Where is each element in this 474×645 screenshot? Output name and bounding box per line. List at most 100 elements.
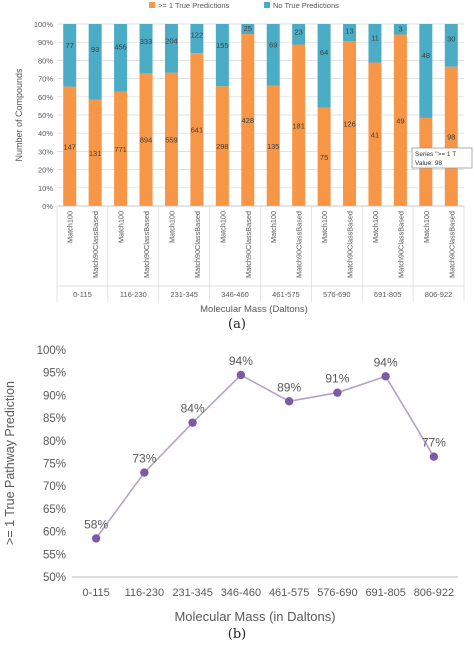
data-label-true: 131 (89, 149, 102, 158)
data-label-true: 298 (216, 142, 229, 151)
bar-segment-none (343, 24, 357, 42)
x-group-label: 346-460 (221, 290, 249, 299)
legend-label-1: No True Predictions (273, 1, 339, 10)
x-group-label: 691-805 (374, 290, 402, 299)
data-label-none: 93 (91, 45, 99, 54)
line-chart: 50% 55% 60% 65% 70% 75% 80% 85% 90% 95% 100% 0-115… (3, 345, 458, 624)
data-point (91, 534, 101, 543)
x-tick-label: 576-690 (317, 587, 357, 599)
bar-segment-none (114, 24, 128, 92)
data-label: 94% (374, 355, 398, 369)
x-group-label: 461-575 (272, 290, 300, 299)
x-tick-label: 0-115 (82, 587, 109, 599)
bar-segment-true (241, 34, 255, 206)
stacked-bar-chart: >= 1 True Predictions No True Predictions… (14, 1, 473, 315)
x-tick-label: 691-805 (365, 587, 405, 599)
y-tick-label: 50% (38, 111, 53, 120)
bar-segment-none (292, 24, 306, 45)
data-label-true: 98 (447, 132, 455, 141)
x-group-label: 116-230 (120, 290, 147, 299)
x-axis-title: Molecular Mass (Daltons) (200, 304, 308, 315)
bar-segment-none (444, 24, 458, 67)
x-group-label: 0-115 (73, 290, 92, 299)
data-label: 77% (422, 436, 446, 450)
bar-segment-true (63, 86, 77, 206)
y-tick-label: 80% (43, 436, 66, 448)
x-tick-label: 346-460 (221, 587, 261, 599)
bar-segment-none (266, 24, 280, 86)
data-label: 91% (325, 372, 349, 386)
data-label-none: 155 (216, 41, 229, 50)
data-label-none: 69 (269, 41, 277, 50)
data-label-none: 333 (140, 37, 153, 46)
y-tick-label: 70% (43, 481, 66, 493)
y-tick-label: 90% (43, 390, 66, 402)
data-label-none: 204 (165, 37, 178, 46)
y-tick-label: 80% (38, 56, 53, 65)
bar-segment-true (215, 86, 229, 206)
tooltip: Series ">= 1 T Value: 98 (411, 147, 473, 169)
data-label-none: 13 (345, 26, 353, 35)
x-sub-label: Match90ClassBased (244, 211, 253, 278)
x-sub-label: Match90ClassBased (295, 211, 304, 278)
bar-segment-true (88, 99, 102, 206)
tooltip-line1: Series ">= 1 T (415, 151, 456, 158)
y-tick-label: 85% (43, 413, 66, 425)
bar-segment-true (164, 72, 178, 206)
bar-segment-none (190, 24, 204, 54)
bar-segment-true (444, 66, 458, 206)
bar-segment-true (292, 44, 306, 206)
data-point (236, 370, 246, 380)
data-label-true: 181 (292, 121, 305, 130)
y-tick-label: 65% (43, 504, 66, 516)
y-tick-label: 100% (37, 345, 66, 357)
x-sub-label: Match90ClassBased (193, 211, 202, 278)
y-tick-label: 10% (38, 184, 53, 193)
x-sub-label: Match100 (117, 211, 126, 243)
y-axis-ticks: 50% 55% 60% 65% 70% 75% 80% 85% 90% 95% 100% (37, 345, 66, 584)
legend-swatch-1 (264, 2, 270, 8)
data-label-none: 48 (422, 51, 430, 60)
legend: >= 1 True Predictions No True Predictions (149, 1, 339, 10)
data-label-true: 428 (242, 116, 255, 125)
bar-segment-true (266, 85, 280, 206)
bar-segment-none (317, 24, 331, 108)
data-label-true: 49 (396, 116, 404, 125)
bar-segment-true (190, 53, 204, 206)
x-sub-label: Match90ClassBased (447, 211, 456, 278)
data-label-true: 41 (371, 130, 379, 139)
data-point (333, 388, 342, 397)
x-sub-label: Match100 (422, 211, 431, 243)
x-tick-label: 806-922 (414, 587, 454, 599)
bar-segment-true (139, 73, 153, 206)
x-sub-label: Match90ClassBased (346, 211, 355, 278)
y-tick-label: 60% (38, 93, 53, 102)
bar-segment-none (88, 24, 102, 100)
y-tick-label: 50% (43, 572, 66, 584)
bar-segment-true (393, 34, 407, 206)
y-tick-label: 30% (38, 147, 53, 156)
bar-segment-true (343, 41, 357, 207)
tooltip-line2: Value: 98 (415, 160, 442, 167)
data-point (381, 372, 390, 381)
x-axis-title: Molecular Mass (in Daltons) (174, 609, 335, 624)
x-tick-label: 116-230 (125, 587, 165, 599)
data-label-none: 25 (244, 24, 252, 33)
data-label-true: 135 (267, 142, 280, 151)
data-label-none: 3 (398, 24, 402, 33)
data-label-none: 30 (447, 35, 455, 44)
bar-segment-none (139, 24, 153, 74)
data-label-true: 75 (320, 153, 328, 162)
data-label-true: 147 (63, 142, 76, 151)
x-sub-label: Match90ClassBased (91, 211, 100, 278)
bar-segment-true (368, 62, 382, 206)
x-tick-label: 461-575 (269, 587, 309, 599)
legend-swatch-0 (149, 2, 155, 8)
bar-segment-none (419, 24, 433, 118)
caption-b: (b) (227, 627, 247, 642)
data-point (140, 468, 149, 477)
x-group-label: 576-690 (323, 290, 351, 299)
x-axis: 0-115 Match100 Match90ClassBased 116-230 Mat… (56, 205, 465, 302)
x-sub-label: Match90ClassBased (142, 211, 151, 278)
x-sub-label: Match100 (269, 211, 278, 243)
